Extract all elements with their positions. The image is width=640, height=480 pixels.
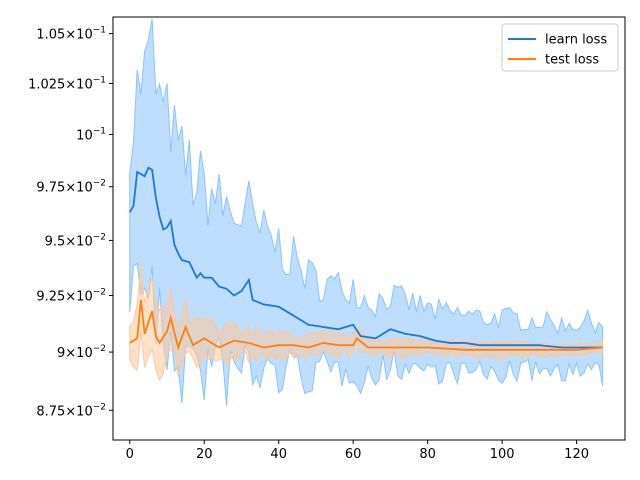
y-tick: 9.25×10−2 [36, 287, 113, 304]
x-tick-label: 20 [196, 447, 213, 462]
y-axis-ticks: 8.75×10−2 9×10−2 9.25×10−2 9.5×10−2 9.75×10−… [28, 26, 113, 419]
legend-item: learn loss [508, 33, 607, 48]
band-learn-loss [129, 18, 604, 406]
legend-item: test loss [508, 53, 599, 68]
axes-frame [112, 16, 626, 441]
x-tick: 100 [490, 440, 515, 462]
y-tick-label: 8.75×10−2 [36, 402, 106, 419]
y-tick: 8.75×10−2 [36, 402, 113, 419]
y-tick: 9.75×10−2 [36, 179, 113, 196]
x-axis-ticks: 0 20 40 60 80 100 120 [126, 440, 589, 462]
y-tick-label: 1.025×10−1 [28, 75, 106, 92]
x-tick-label: 40 [270, 447, 287, 462]
x-tick-label: 0 [126, 447, 134, 462]
y-tick-label: 9×10−2 [57, 344, 106, 361]
x-tick: 20 [196, 440, 213, 462]
y-tick-label: 10−1 [76, 126, 106, 143]
x-tick: 80 [419, 440, 436, 462]
x-tick-label: 120 [564, 447, 589, 462]
y-tick: 9.5×10−2 [45, 232, 113, 249]
y-tick: 9×10−2 [57, 344, 113, 361]
y-tick-label: 9.25×10−2 [36, 287, 106, 304]
x-tick: 0 [126, 440, 134, 462]
legend-label: learn loss [545, 33, 607, 48]
x-tick: 60 [345, 440, 362, 462]
y-tick-label: 9.5×10−2 [45, 232, 106, 249]
y-tick: 1.025×10−1 [28, 75, 113, 92]
x-tick-label: 100 [490, 447, 515, 462]
confidence-bands [129, 18, 604, 406]
series-lines [128, 166, 603, 351]
x-tick: 40 [270, 440, 287, 462]
y-tick: 10−1 [76, 126, 113, 143]
legend: learn loss test loss [501, 23, 619, 72]
line-test-loss [129, 299, 603, 351]
y-tick-label: 1.05×10−1 [36, 26, 106, 43]
x-tick: 120 [564, 440, 589, 462]
y-tick: 1.05×10−1 [36, 26, 113, 43]
x-tick-label: 60 [345, 447, 362, 462]
line-learn-loss [128, 166, 603, 349]
y-tick-label: 9.75×10−2 [36, 179, 106, 196]
x-tick-label: 80 [419, 447, 436, 462]
band-test-loss [129, 265, 604, 382]
legend-label: test loss [545, 53, 599, 68]
